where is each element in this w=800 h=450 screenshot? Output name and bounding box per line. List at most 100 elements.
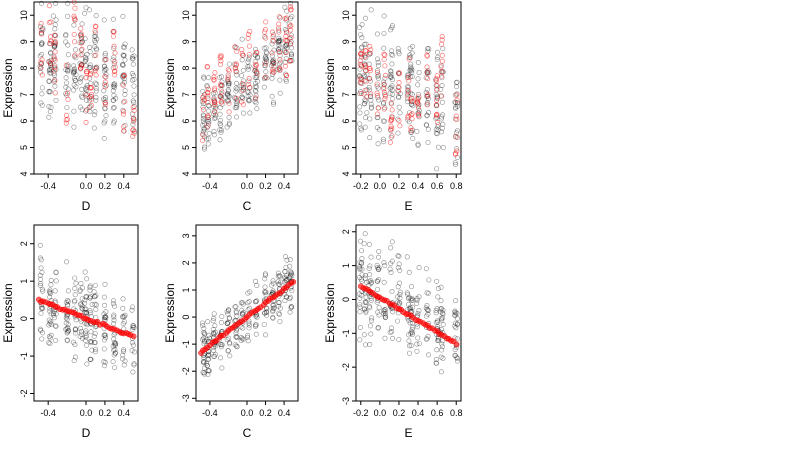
data-point	[254, 298, 260, 304]
data-point	[380, 136, 386, 142]
data-point	[101, 68, 107, 74]
data-point	[288, 270, 294, 276]
data-point	[84, 310, 90, 316]
data-point	[363, 309, 369, 315]
fitted-point	[88, 85, 94, 91]
data-point	[47, 341, 53, 347]
data-point	[73, 280, 79, 286]
data-point	[409, 284, 415, 290]
data-point	[253, 278, 259, 284]
data-point	[122, 44, 128, 50]
data-point	[289, 14, 295, 20]
fitted-point	[409, 116, 415, 122]
data-point	[89, 347, 95, 353]
data-point	[261, 321, 267, 327]
data-point	[84, 333, 90, 339]
data-point	[440, 310, 446, 316]
fitted-point	[102, 73, 108, 80]
data-point	[131, 99, 137, 105]
data-point	[362, 231, 368, 237]
data-point	[376, 267, 382, 273]
data-point	[111, 81, 117, 87]
data-point	[38, 276, 44, 282]
data-point	[382, 262, 388, 268]
data-point	[87, 103, 93, 109]
data-point	[404, 87, 410, 93]
fitted-point	[217, 55, 223, 61]
data-point	[103, 309, 109, 315]
fitted-point	[247, 29, 253, 35]
data-point	[395, 116, 401, 122]
data-point	[110, 359, 116, 365]
data-point	[218, 344, 224, 350]
fitted-point	[253, 49, 259, 55]
fitted-point	[88, 102, 94, 109]
data-point	[455, 103, 461, 109]
fitted-point	[88, 96, 94, 102]
x-tick-label: 0.4	[278, 181, 291, 191]
data-point	[52, 83, 58, 89]
data-point	[111, 118, 117, 124]
data-point	[440, 46, 446, 52]
data-point	[211, 116, 217, 122]
data-point	[395, 70, 401, 76]
data-point	[87, 356, 93, 362]
data-point	[87, 338, 93, 344]
data-point	[91, 112, 97, 118]
data-point	[46, 67, 52, 73]
fitted-point	[453, 150, 459, 157]
data-point	[415, 310, 421, 316]
data-point	[201, 359, 207, 365]
data-point	[252, 64, 258, 70]
data-point	[131, 83, 137, 89]
data-point	[120, 61, 126, 67]
fitted-point	[92, 68, 98, 74]
data-point	[48, 321, 54, 327]
data-point	[359, 278, 365, 284]
fitted-point	[275, 25, 282, 31]
data-point	[121, 53, 127, 59]
data-point	[131, 362, 137, 368]
data-point	[389, 239, 395, 245]
data-point	[276, 38, 282, 44]
data-point	[408, 329, 414, 335]
data-point	[395, 318, 401, 324]
data-point	[452, 308, 458, 314]
data-point	[240, 110, 246, 116]
data-point	[405, 292, 411, 298]
data-point	[262, 289, 268, 295]
fitted-point	[38, 27, 44, 33]
data-point	[358, 127, 364, 133]
data-point	[87, 62, 93, 68]
fitted-point	[357, 58, 363, 64]
data-point	[110, 301, 116, 307]
data-point	[120, 356, 126, 362]
data-point	[112, 347, 118, 353]
fitted-point	[239, 51, 245, 57]
data-point	[388, 51, 394, 57]
data-point	[282, 59, 288, 65]
data-point	[213, 103, 219, 109]
x-tick-label: 0.4	[412, 181, 425, 191]
data-point	[283, 43, 289, 49]
data-point	[130, 56, 136, 62]
fitted-point	[405, 88, 411, 94]
data-point	[205, 356, 211, 362]
x-axis-title: C	[243, 426, 252, 440]
data-point	[201, 341, 207, 347]
data-point	[396, 300, 402, 306]
data-point	[358, 125, 364, 131]
data-point	[245, 97, 251, 103]
data-point	[131, 325, 137, 331]
y-tick-label: 0	[341, 297, 351, 302]
data-point	[389, 83, 395, 89]
data-point	[416, 308, 422, 314]
data-point	[51, 310, 57, 316]
data-point	[246, 78, 252, 84]
data-point	[452, 347, 458, 353]
y-tick-label: 6	[19, 119, 29, 124]
data-point	[129, 56, 135, 62]
data-point	[390, 77, 396, 83]
x-tick-label: 0.0	[241, 181, 254, 191]
data-point	[366, 265, 372, 271]
